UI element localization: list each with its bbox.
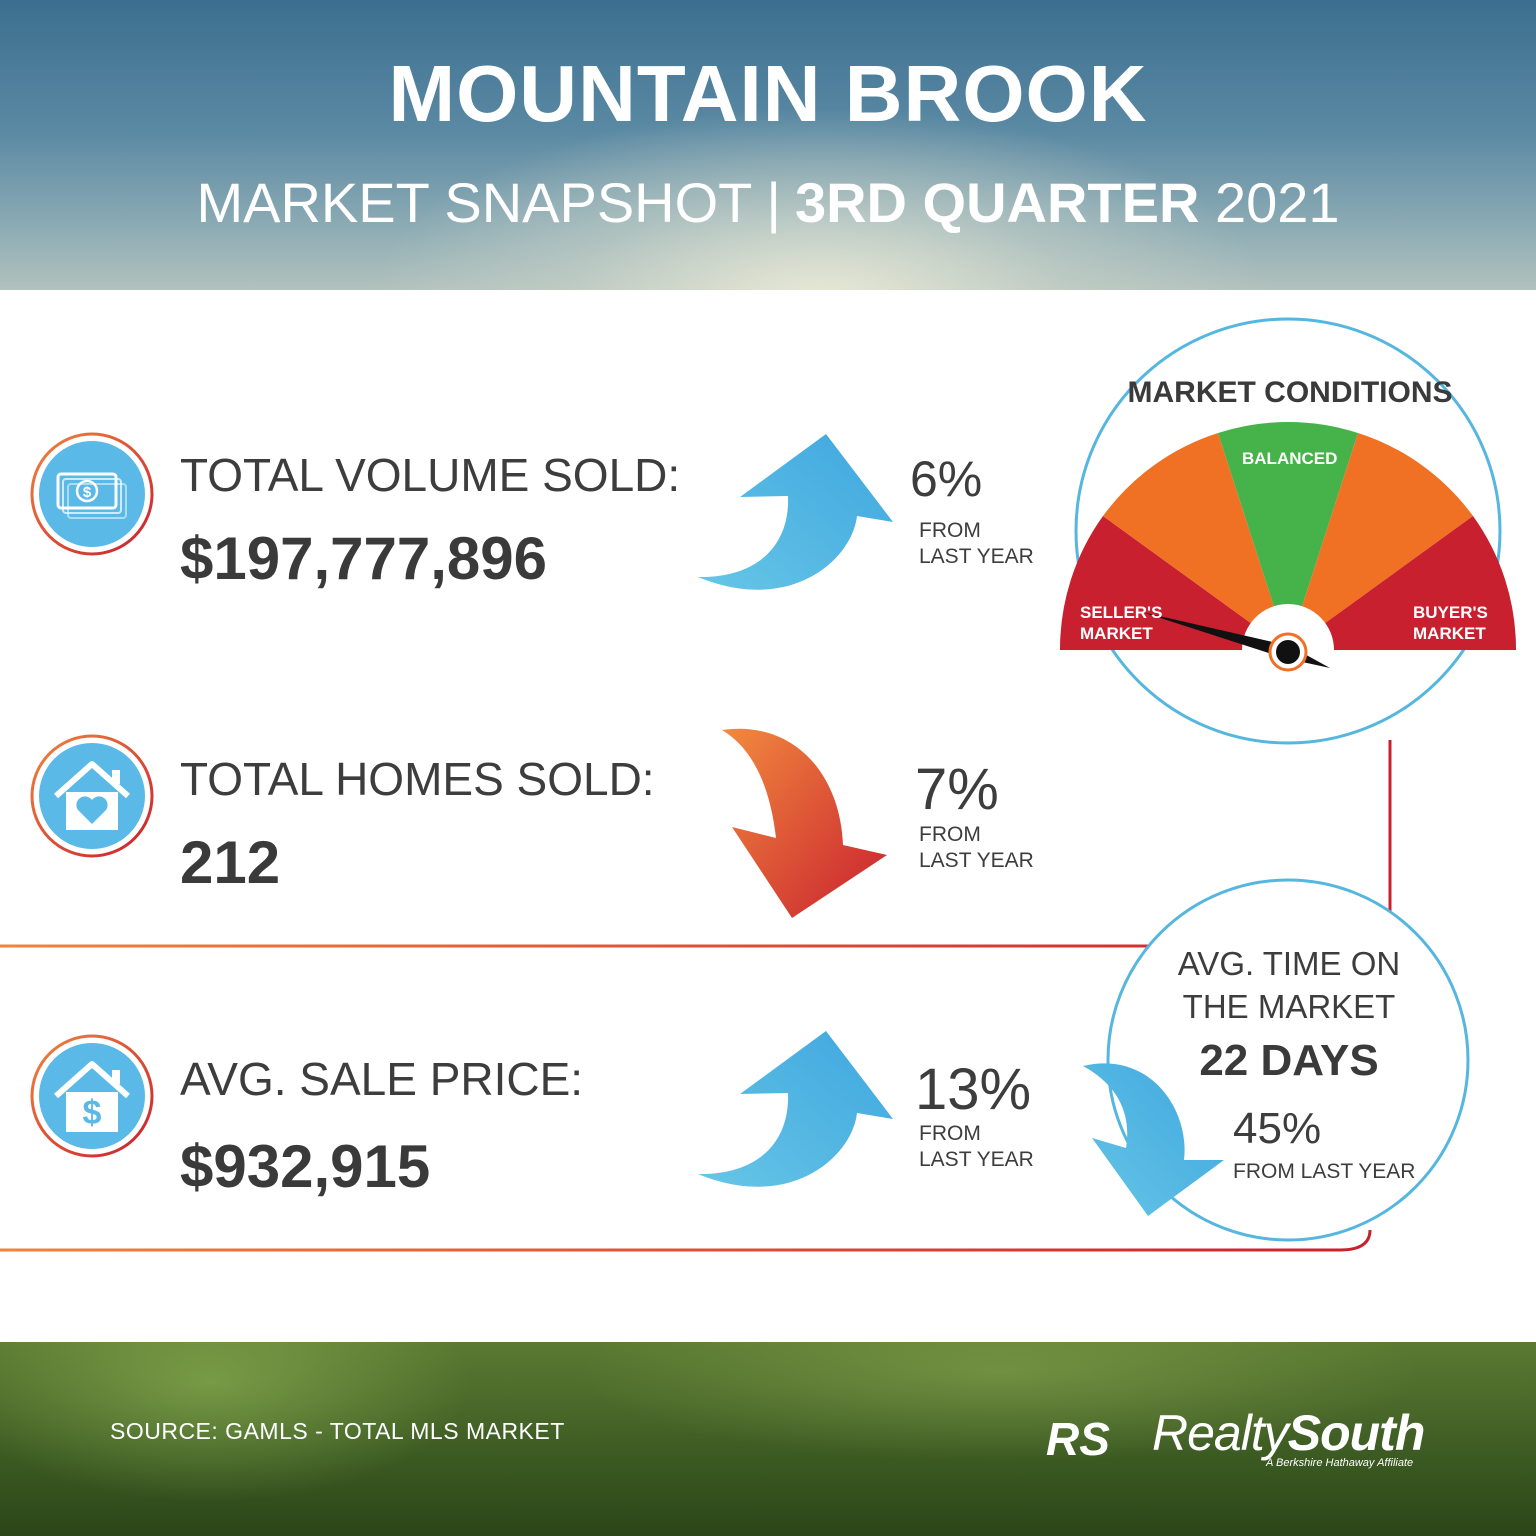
days-on-market-circle	[1106, 878, 1470, 1242]
gauge-label-buyers: BUYER'S MARKET	[1413, 602, 1488, 644]
gauge-title: MARKET CONDITIONS	[1127, 376, 1453, 409]
stat-change-volume: 6%	[910, 451, 983, 507]
page-subtitle: MARKET SNAPSHOT | 3RD QUARTER 2021	[0, 170, 1536, 235]
stat-from-volume: FROM LAST YEAR	[919, 518, 1034, 570]
gauge-segment-orange-right	[1288, 433, 1473, 650]
stat-label-homes: TOTAL HOMES SOLD:	[180, 753, 655, 805]
from-line-2: LAST YEAR	[919, 849, 1034, 872]
gauge-segment-orange-left	[1103, 433, 1288, 650]
stat-from-homes: FROM LAST YEAR	[919, 822, 1034, 874]
subtitle-year: 2021	[1214, 171, 1340, 234]
stat-value-homes: 212	[180, 829, 281, 896]
gauge-sellers-line-1: SELLER'S	[1080, 603, 1163, 622]
stat-change-price: 13%	[915, 1057, 1032, 1122]
stat-value-volume: $197,777,896	[180, 525, 548, 592]
days-on-market-title: AVG. TIME ON THE MARKET	[1130, 942, 1448, 1028]
header-banner: MOUNTAIN BROOK MARKET SNAPSHOT | 3RD QUART…	[0, 0, 1536, 290]
brand-bold: South	[1287, 1405, 1426, 1461]
gauge-label-balanced: BALANCED	[1242, 449, 1338, 468]
trend-down-arrow-days	[1083, 1063, 1224, 1216]
house-dollar-icon: $	[30, 1034, 154, 1158]
subtitle-quarter: 3RD QUARTER	[794, 171, 1200, 234]
stat-change-homes: 7%	[915, 757, 999, 822]
from-line-2: LAST YEAR	[919, 545, 1034, 568]
page-title: MOUNTAIN BROOK	[388, 49, 1148, 138]
brand-regular: Realty	[1152, 1405, 1289, 1461]
dom-title-line-1: AVG. TIME ON	[1177, 945, 1401, 982]
from-line-1: FROM	[919, 1122, 981, 1145]
brand-logo: RealtySouth	[1152, 1404, 1426, 1462]
days-on-market-value: 22 DAYS	[1199, 1036, 1379, 1085]
dom-title-line-2: THE MARKET	[1182, 988, 1396, 1025]
gauge-sellers-line-2: MARKET	[1080, 624, 1153, 643]
stat-label-price: AVG. SALE PRICE:	[180, 1053, 584, 1105]
subtitle-prefix: MARKET SNAPSHOT	[196, 171, 753, 234]
days-on-market-change: 45%	[1233, 1104, 1322, 1153]
gauge-segment-buyers	[1288, 516, 1517, 650]
days-on-market-from: FROM LAST YEAR	[1233, 1160, 1416, 1183]
money-icon: $	[30, 432, 154, 556]
from-line-1: FROM	[919, 519, 981, 542]
house-heart-icon	[30, 734, 154, 858]
gauge-label-sellers: SELLER'S MARKET	[1080, 602, 1162, 644]
gauge-segment-balanced	[1218, 421, 1358, 650]
subtitle-separator: |	[766, 171, 781, 234]
rs-monogram: RS	[1046, 1413, 1110, 1465]
gauge-segment-sellers	[1059, 516, 1288, 650]
from-line-2: LAST YEAR	[919, 1148, 1034, 1171]
trend-up-arrow-3	[698, 1031, 893, 1187]
source-note: SOURCE: GAMLS - TOTAL MLS MARKET	[110, 1418, 565, 1444]
stat-value-price: $932,915	[180, 1133, 431, 1200]
gauge-buyers-line-2: MARKET	[1413, 624, 1486, 643]
gauge-buyers-line-1: BUYER'S	[1413, 603, 1488, 622]
from-line-1: FROM	[919, 823, 981, 846]
stat-label-volume: TOTAL VOLUME SOLD:	[180, 449, 681, 501]
svg-text:$: $	[83, 1094, 102, 1132]
trend-up-arrow-1	[698, 434, 893, 590]
divider-line-3	[0, 1229, 1372, 1252]
svg-text:$: $	[83, 484, 92, 501]
stat-from-price: FROM LAST YEAR	[919, 1121, 1034, 1173]
gauge-segments	[1059, 421, 1517, 650]
market-conditions-gauge	[1059, 317, 1517, 745]
footer-banner	[0, 1342, 1536, 1536]
brand-tagline: A Berkshire Hathaway Affiliate	[1266, 1457, 1414, 1469]
trend-down-arrow-2	[722, 728, 887, 918]
